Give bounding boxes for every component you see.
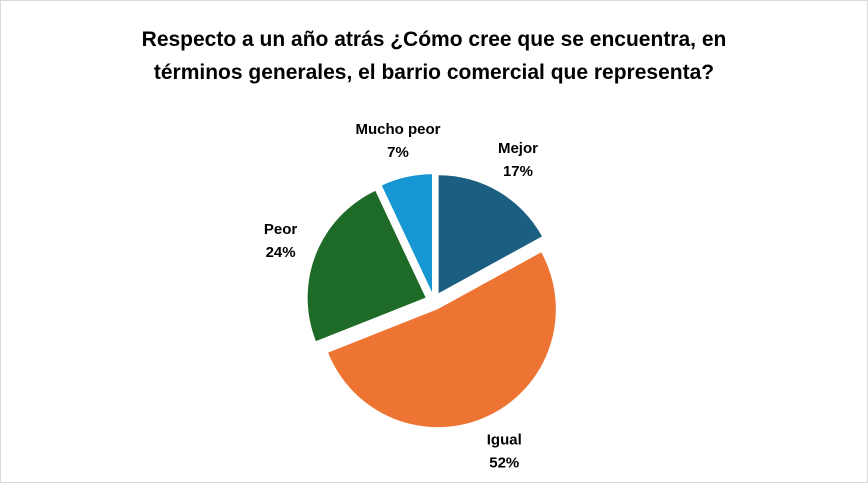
slice-value: 24% bbox=[266, 244, 296, 261]
pie-slice bbox=[328, 252, 556, 428]
slice-label: Peor bbox=[264, 221, 298, 238]
slice-label: Igual bbox=[487, 431, 522, 448]
slice-value: 17% bbox=[503, 163, 533, 180]
pie-slice bbox=[307, 190, 426, 342]
slice-label: Mejor bbox=[498, 140, 538, 157]
slice-value: 7% bbox=[387, 144, 409, 161]
slice-value: 52% bbox=[489, 454, 519, 471]
pie-slice bbox=[381, 174, 433, 293]
pie-slice bbox=[438, 175, 542, 294]
slice-label: Mucho peor bbox=[356, 121, 441, 138]
chart-title: Respecto a un año atrás ¿Cómo cree que s… bbox=[141, 28, 727, 84]
